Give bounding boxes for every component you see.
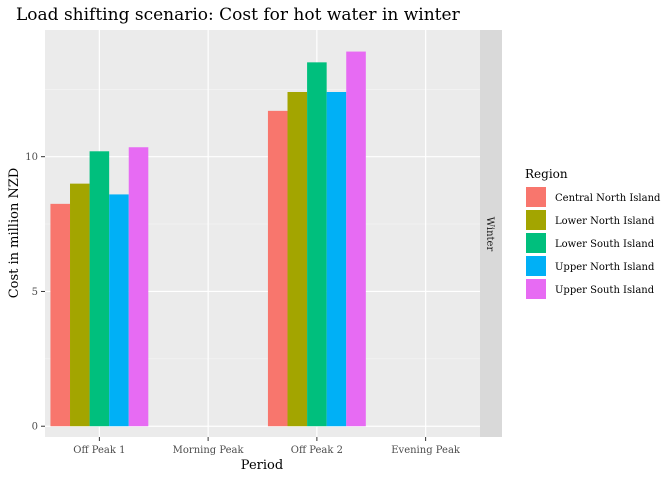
facet-strip-label: Winter [484, 217, 495, 252]
legend-label: Upper South Island [555, 285, 655, 296]
y-tick-label: 0 [32, 422, 38, 433]
bar [326, 91, 347, 427]
y-tick-label: 5 [32, 287, 38, 298]
bar [70, 183, 90, 427]
x-tick-label: Morning Peak [173, 445, 245, 456]
legend-title: Region [525, 167, 568, 181]
legend-swatch [526, 256, 546, 276]
legend: Central North Island Lower North Island Lo… [526, 187, 661, 299]
legend-swatch [526, 233, 546, 253]
x-tick-label: Evening Peak [391, 445, 461, 456]
legend-label: Central North Island [555, 193, 661, 204]
bar [109, 194, 129, 427]
x-axis-title: Period [241, 458, 283, 473]
y-axis: 0 5 10 [25, 152, 45, 433]
bar [50, 203, 71, 427]
legend-label: Upper North Island [555, 262, 655, 273]
bar [267, 110, 288, 427]
y-axis-title: Cost in million NZD [7, 168, 22, 299]
chart-title: Load shifting scenario: Cost for hot wat… [16, 5, 461, 25]
y-tick-label: 10 [25, 152, 38, 163]
bar [307, 62, 327, 427]
facet-strip [480, 30, 502, 437]
bar [89, 151, 110, 427]
legend-swatch [526, 279, 546, 299]
legend-swatch [526, 210, 546, 230]
bar [287, 91, 308, 427]
legend-label: Lower South Island [555, 239, 655, 250]
x-tick-label: Off Peak 1 [73, 445, 125, 456]
bars [50, 51, 366, 427]
x-tick-label: Off Peak 2 [291, 445, 343, 456]
legend-label: Lower North Island [555, 216, 655, 227]
legend-swatch [526, 187, 546, 207]
bar [346, 51, 366, 427]
x-axis: Off Peak 1 Morning Peak Off Peak 2 Evening … [73, 437, 461, 456]
bar [128, 147, 149, 427]
